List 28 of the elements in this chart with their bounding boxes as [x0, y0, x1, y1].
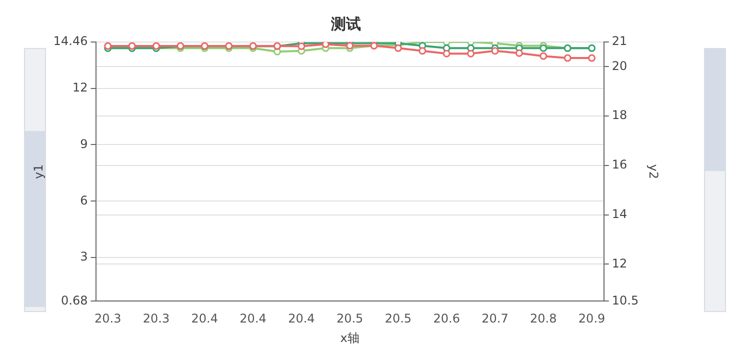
y-axis-title: y1	[31, 164, 46, 179]
x-tick-label: 20.8	[530, 312, 557, 326]
y-tick-label: 6	[80, 193, 88, 208]
y-tick-label: 9	[80, 136, 88, 151]
y2-tick-label: 20	[612, 58, 628, 73]
x-tick-label: 20.3	[142, 312, 170, 326]
y2-tick-label: 14	[612, 206, 628, 221]
x-tick-label: 20.9	[578, 312, 606, 326]
y-tick-label: 14.46	[53, 34, 88, 48]
y2-tick-label: 18	[612, 108, 628, 122]
x-tick-label: 20.7	[482, 312, 508, 326]
x-tick-label: 20.4	[191, 312, 218, 326]
x-tick-label: 20.5	[384, 312, 412, 326]
chart-title: 测试	[330, 14, 361, 33]
y2-tick-label: 10.5	[612, 293, 639, 308]
y2-tick-label: 16	[612, 158, 628, 172]
y2-axis-title: y2	[646, 164, 661, 179]
x-tick-label: 20.4	[288, 312, 315, 326]
y-tick-label: 3	[80, 250, 88, 264]
y2-tick-label: 12	[612, 256, 628, 270]
x-tick-label: 20.4	[240, 312, 266, 326]
x-tick-label: 20.5	[336, 312, 364, 326]
y-tick-label: 0.68	[61, 293, 88, 308]
y2-tick-label: 21	[612, 34, 628, 48]
x-tick-label: 20.6	[433, 312, 460, 326]
x-axis-title: x轴	[340, 330, 360, 345]
y-tick-label: 12	[72, 80, 88, 94]
x-tick-label: 20.3	[94, 312, 122, 326]
